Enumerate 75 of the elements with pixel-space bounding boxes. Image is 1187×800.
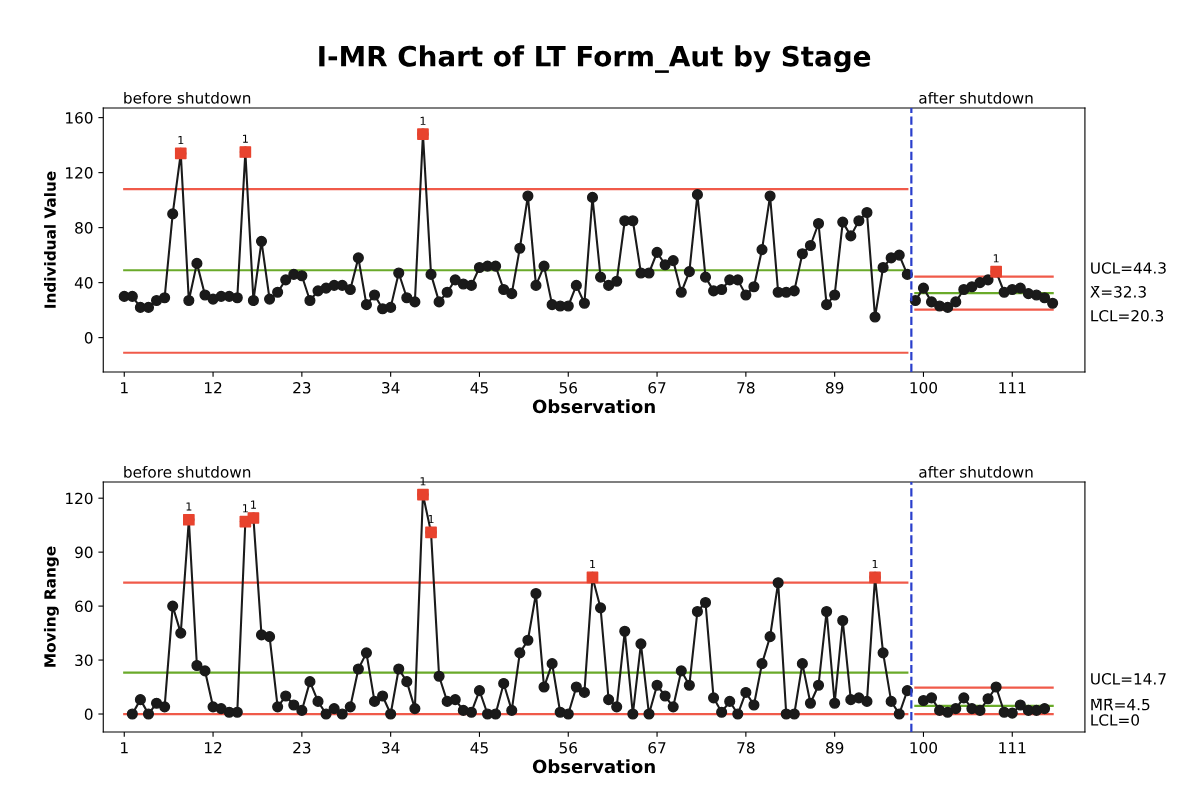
point [917, 282, 930, 294]
point [925, 296, 938, 308]
x-tick-label: 111 [999, 742, 1026, 754]
x-tick-label: 100 [910, 381, 938, 394]
point [1014, 699, 1026, 711]
x-tick-label: 23 [293, 741, 311, 754]
x-tick-label: 23 [293, 381, 311, 394]
x-axis-title: Observation [532, 399, 655, 414]
point [982, 274, 994, 286]
text: X̄=32.3 [1090, 286, 1146, 298]
x-tick-label: 34 [382, 741, 400, 754]
y-tick-label: 160 [66, 112, 93, 124]
chart-title: I-MR Chart of LT Form_Aut by Stage [319, 45, 871, 73]
annotation: 1 [243, 504, 248, 513]
y-axis-title: Individual Value [44, 171, 56, 308]
x-tick-label: 78 [737, 381, 755, 394]
text: before shutdown [124, 91, 251, 104]
annotation: 1 [428, 515, 434, 524]
x-tick-label: 89 [825, 381, 844, 394]
point [1014, 282, 1026, 294]
x-tick-label: 67 [648, 741, 666, 754]
x-tick-label: 12 [205, 381, 222, 394]
x-tick-label: 56 [559, 741, 578, 754]
annotation: 1 [251, 500, 256, 509]
annotation: 1 [872, 559, 878, 569]
text: after shutdown [919, 465, 1033, 478]
text: M̄R̄=4.5 [1091, 698, 1150, 711]
point [982, 693, 994, 705]
text: LCL=0 [1091, 714, 1140, 726]
point [974, 277, 986, 289]
x-tick-label: 1 [121, 742, 128, 754]
y-axis-title: Moving Range [43, 546, 59, 667]
point [990, 681, 1002, 693]
x-tick-label: 89 [825, 741, 844, 754]
point [942, 301, 954, 313]
point [950, 296, 962, 308]
x-tick-label: 111 [999, 382, 1026, 394]
y-tick-label: 0 [84, 708, 93, 721]
text: UCL=14.7 [1091, 673, 1166, 685]
annotation: 1 [590, 559, 595, 569]
annotation: 1 [186, 502, 192, 511]
x-tick-label: 12 [205, 741, 222, 754]
x-tick-label: 78 [737, 741, 755, 754]
y-tick-label: 60 [75, 600, 93, 613]
x-tick-label: 1 [121, 382, 128, 394]
y-tick-label: 80 [75, 222, 93, 234]
annotation: 1 [993, 254, 999, 263]
y-tick-label: 90 [75, 546, 93, 559]
point [950, 703, 962, 715]
text: after shutdown [919, 91, 1033, 104]
point [974, 704, 986, 716]
y-tick-label: 120 [66, 492, 93, 505]
point [1038, 292, 1051, 304]
point [966, 281, 978, 293]
point [958, 692, 970, 704]
x-tick-label: 34 [382, 381, 400, 394]
point [1047, 297, 1059, 309]
y-tick-label: 40 [74, 277, 93, 289]
annotation: 1 [420, 116, 426, 125]
x-tick-label: 45 [470, 382, 488, 394]
x-tick-label: 100 [910, 741, 938, 754]
text: LCL=20.3 [1091, 309, 1164, 322]
x-tick-label: 56 [559, 381, 578, 394]
x-tick-label: 67 [648, 381, 666, 394]
annotation: 1 [178, 136, 184, 145]
y-tick-label: 120 [66, 167, 93, 179]
x-axis-title: Observation [532, 759, 655, 774]
x-tick-label: 45 [470, 742, 488, 754]
text: UCL=44.3 [1091, 262, 1166, 274]
annotation: 1 [420, 477, 426, 486]
text: before shutdown [124, 465, 251, 478]
point [925, 692, 938, 704]
y-tick-label: 30 [75, 654, 93, 667]
y-tick-label: 0 [84, 332, 93, 344]
annotation: 1 [243, 134, 248, 143]
